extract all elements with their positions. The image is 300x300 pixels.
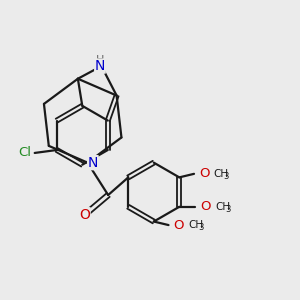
Text: H: H xyxy=(96,55,104,64)
Text: N: N xyxy=(88,156,98,170)
Text: O: O xyxy=(200,200,211,213)
Text: O: O xyxy=(79,208,90,222)
Text: 3: 3 xyxy=(224,172,229,181)
Text: 3: 3 xyxy=(198,223,203,232)
Text: O: O xyxy=(199,167,210,180)
Text: CH: CH xyxy=(214,169,229,179)
Text: 3: 3 xyxy=(225,205,230,214)
Text: CH: CH xyxy=(215,202,230,212)
Text: CH: CH xyxy=(188,220,203,230)
Text: O: O xyxy=(174,219,184,232)
Text: N: N xyxy=(95,59,105,73)
Text: Cl: Cl xyxy=(18,146,31,159)
